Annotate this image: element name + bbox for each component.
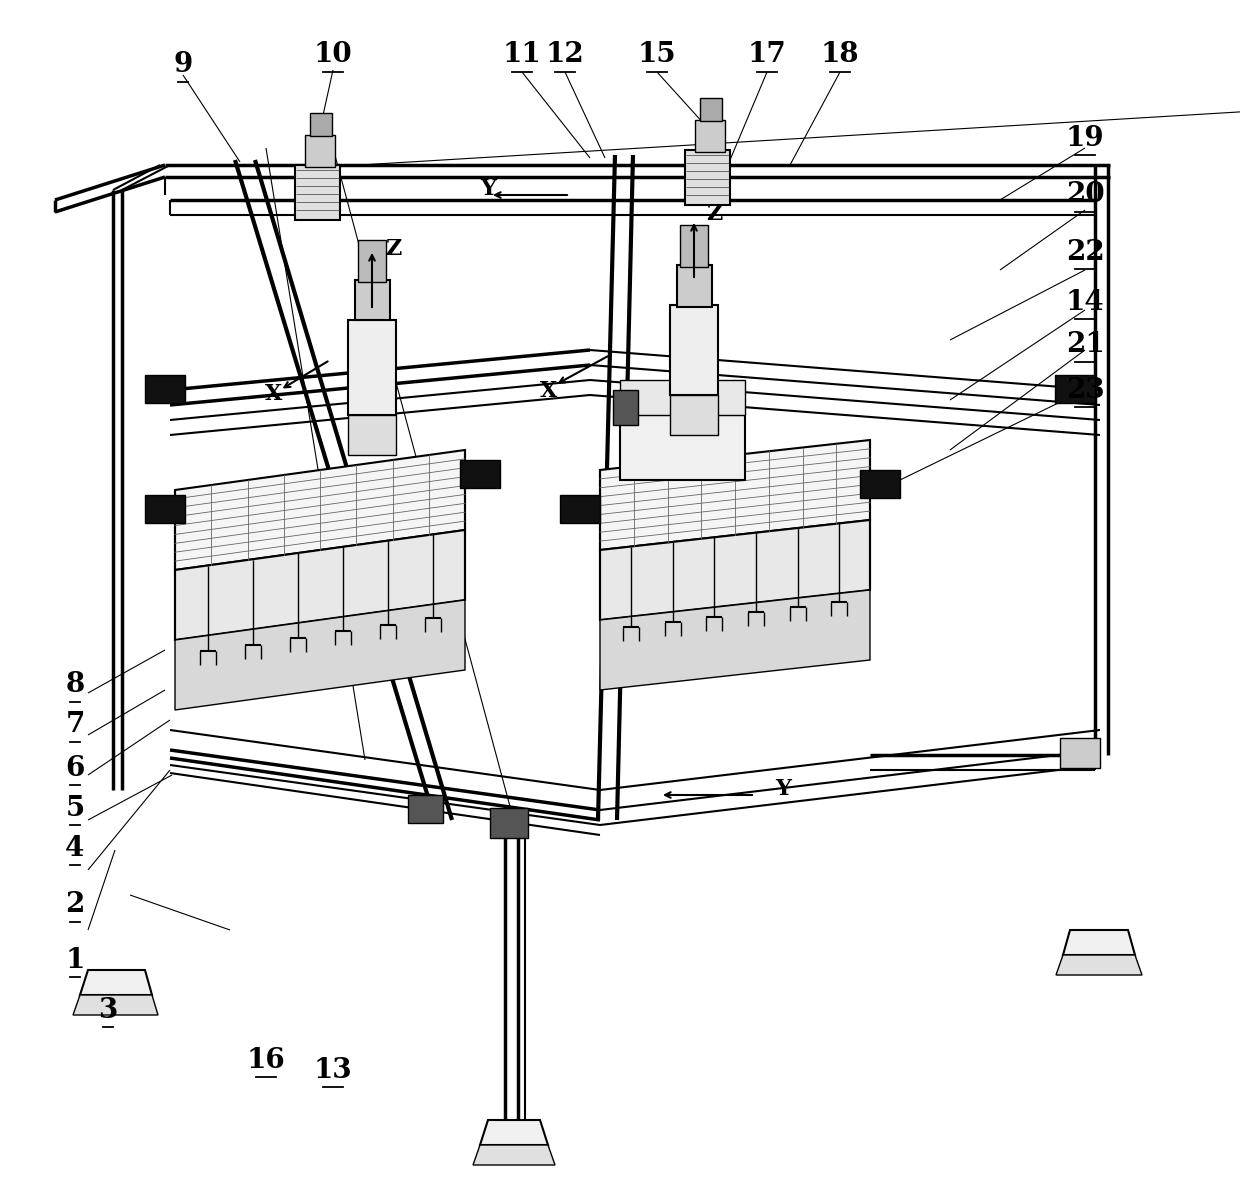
Text: 3: 3 — [98, 997, 118, 1023]
Text: 21: 21 — [1065, 331, 1105, 359]
Text: Y: Y — [775, 778, 791, 799]
Text: 5: 5 — [66, 795, 84, 821]
Polygon shape — [73, 995, 157, 1015]
Bar — [145, 495, 185, 523]
Bar — [613, 390, 639, 425]
Text: 20: 20 — [1065, 182, 1105, 208]
Bar — [1055, 374, 1095, 403]
Text: 15: 15 — [637, 41, 676, 69]
Bar — [1060, 738, 1100, 768]
Text: 1: 1 — [66, 946, 84, 974]
Text: 6: 6 — [66, 755, 84, 781]
Text: 10: 10 — [314, 41, 352, 69]
Polygon shape — [175, 530, 465, 641]
Text: Z: Z — [384, 238, 402, 260]
Bar — [560, 495, 600, 523]
Bar — [490, 808, 528, 838]
Text: 19: 19 — [1065, 124, 1105, 152]
Bar — [310, 113, 332, 136]
Text: X: X — [265, 383, 283, 405]
Bar — [408, 795, 443, 824]
Bar — [701, 98, 722, 120]
Text: 14: 14 — [1065, 289, 1105, 315]
Polygon shape — [480, 1120, 548, 1145]
Polygon shape — [1063, 929, 1135, 955]
Text: 16: 16 — [247, 1046, 285, 1074]
Bar — [348, 415, 396, 455]
Polygon shape — [600, 439, 870, 550]
Bar — [295, 165, 340, 220]
Bar — [348, 320, 396, 415]
Polygon shape — [175, 450, 465, 569]
Text: 22: 22 — [1065, 238, 1105, 266]
Text: 23: 23 — [1065, 377, 1105, 403]
Bar — [358, 240, 386, 282]
Text: 11: 11 — [502, 41, 542, 69]
Bar — [145, 374, 185, 403]
Bar — [694, 120, 725, 152]
Polygon shape — [81, 970, 153, 995]
Bar — [670, 395, 718, 435]
Bar — [620, 380, 745, 415]
Polygon shape — [175, 600, 465, 710]
Polygon shape — [1056, 955, 1142, 975]
Bar — [861, 470, 900, 498]
Polygon shape — [600, 590, 870, 690]
Text: 18: 18 — [821, 41, 859, 69]
Text: 17: 17 — [748, 41, 786, 69]
Bar — [684, 150, 730, 205]
Text: 12: 12 — [546, 41, 584, 69]
Text: Y: Y — [480, 178, 496, 200]
Text: 7: 7 — [66, 712, 84, 738]
Polygon shape — [600, 520, 870, 620]
Bar — [677, 265, 712, 307]
Bar — [620, 415, 745, 480]
Text: 8: 8 — [66, 672, 84, 698]
Text: Z: Z — [706, 203, 722, 225]
Bar — [305, 135, 335, 167]
Text: X: X — [539, 380, 557, 402]
Bar — [355, 281, 391, 320]
Bar — [680, 225, 708, 267]
Polygon shape — [472, 1145, 556, 1165]
Text: 2: 2 — [66, 891, 84, 919]
Text: 13: 13 — [314, 1056, 352, 1084]
Text: 4: 4 — [66, 834, 84, 862]
Text: 9: 9 — [174, 52, 192, 78]
Bar — [460, 460, 500, 488]
Bar — [670, 305, 718, 395]
